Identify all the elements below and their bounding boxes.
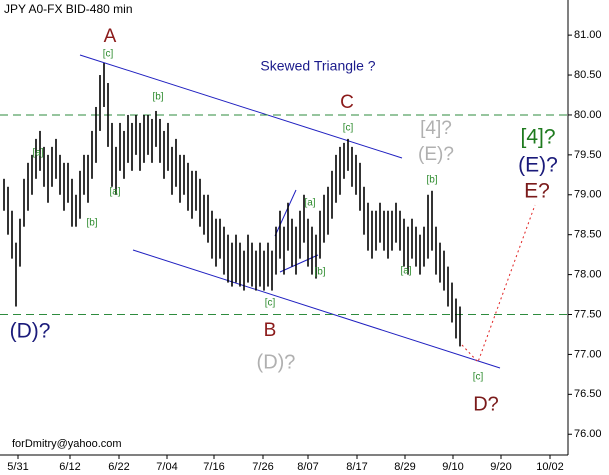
triangle-line <box>274 189 297 237</box>
chart-title: JPY A0-FX BID-480 min <box>4 2 133 16</box>
annotation: [b] <box>86 218 97 229</box>
footer: forDmitry@yahoo.com <box>12 438 122 450</box>
annotation: [b] <box>152 92 163 103</box>
annotation: A <box>104 26 117 47</box>
y-tick-label: 80.00 <box>574 109 602 121</box>
annotation: D? <box>473 393 499 415</box>
x-tick-label: 8/07 <box>297 461 318 473</box>
annotation: [4]? <box>420 118 452 139</box>
x-tick-label: 7/26 <box>252 461 273 473</box>
x-tick-label: 8/17 <box>346 461 367 473</box>
annotation: E? <box>524 180 550 203</box>
annotation: [4]? <box>520 126 555 149</box>
annotation: (D)? <box>10 320 51 343</box>
x-tick-label: 7/16 <box>203 461 224 473</box>
annotation: [c] <box>343 123 354 134</box>
y-tick-label: 80.50 <box>574 69 602 81</box>
y-tick-label: 78.00 <box>574 269 602 281</box>
annotation: [b] <box>314 267 325 278</box>
annotation: [a] <box>304 198 315 209</box>
annotation: (E)? <box>518 154 558 177</box>
y-tick-label: 79.00 <box>574 189 602 201</box>
y-tick-label: 77.50 <box>574 308 602 320</box>
y-tick-label: 76.00 <box>574 428 602 440</box>
annotation: [c] <box>473 372 484 383</box>
x-tick-label: 9/20 <box>490 461 511 473</box>
annotation: Skewed Triangle ? <box>260 58 375 74</box>
x-tick-label: 9/10 <box>442 461 463 473</box>
y-tick-label: 76.50 <box>574 388 602 400</box>
annotation: B <box>264 320 277 341</box>
y-tick-label: 81.00 <box>574 29 602 41</box>
annotation: [a] <box>32 148 43 159</box>
annotation: [a] <box>109 187 120 198</box>
annotation: (E)? <box>418 144 454 165</box>
annotation: (D)? <box>257 351 296 373</box>
annotation: [a] <box>400 266 411 277</box>
x-tick-label: 5/31 <box>7 461 28 473</box>
y-tick-label: 77.00 <box>574 348 602 360</box>
x-tick-label: 7/04 <box>156 461 177 473</box>
lower-trendline <box>132 249 501 369</box>
x-tick-label: 6/22 <box>108 461 129 473</box>
annotation: [b] <box>426 175 437 186</box>
x-tick-label: 10/02 <box>536 461 564 473</box>
y-tick-label: 78.50 <box>574 229 602 241</box>
x-tick-label: 6/12 <box>59 461 80 473</box>
annotation: [c] <box>103 49 114 60</box>
annotation: C <box>340 92 354 113</box>
x-tick-label: 8/29 <box>394 461 415 473</box>
y-tick-label: 79.50 <box>574 149 602 161</box>
annotation: [c] <box>265 298 276 309</box>
